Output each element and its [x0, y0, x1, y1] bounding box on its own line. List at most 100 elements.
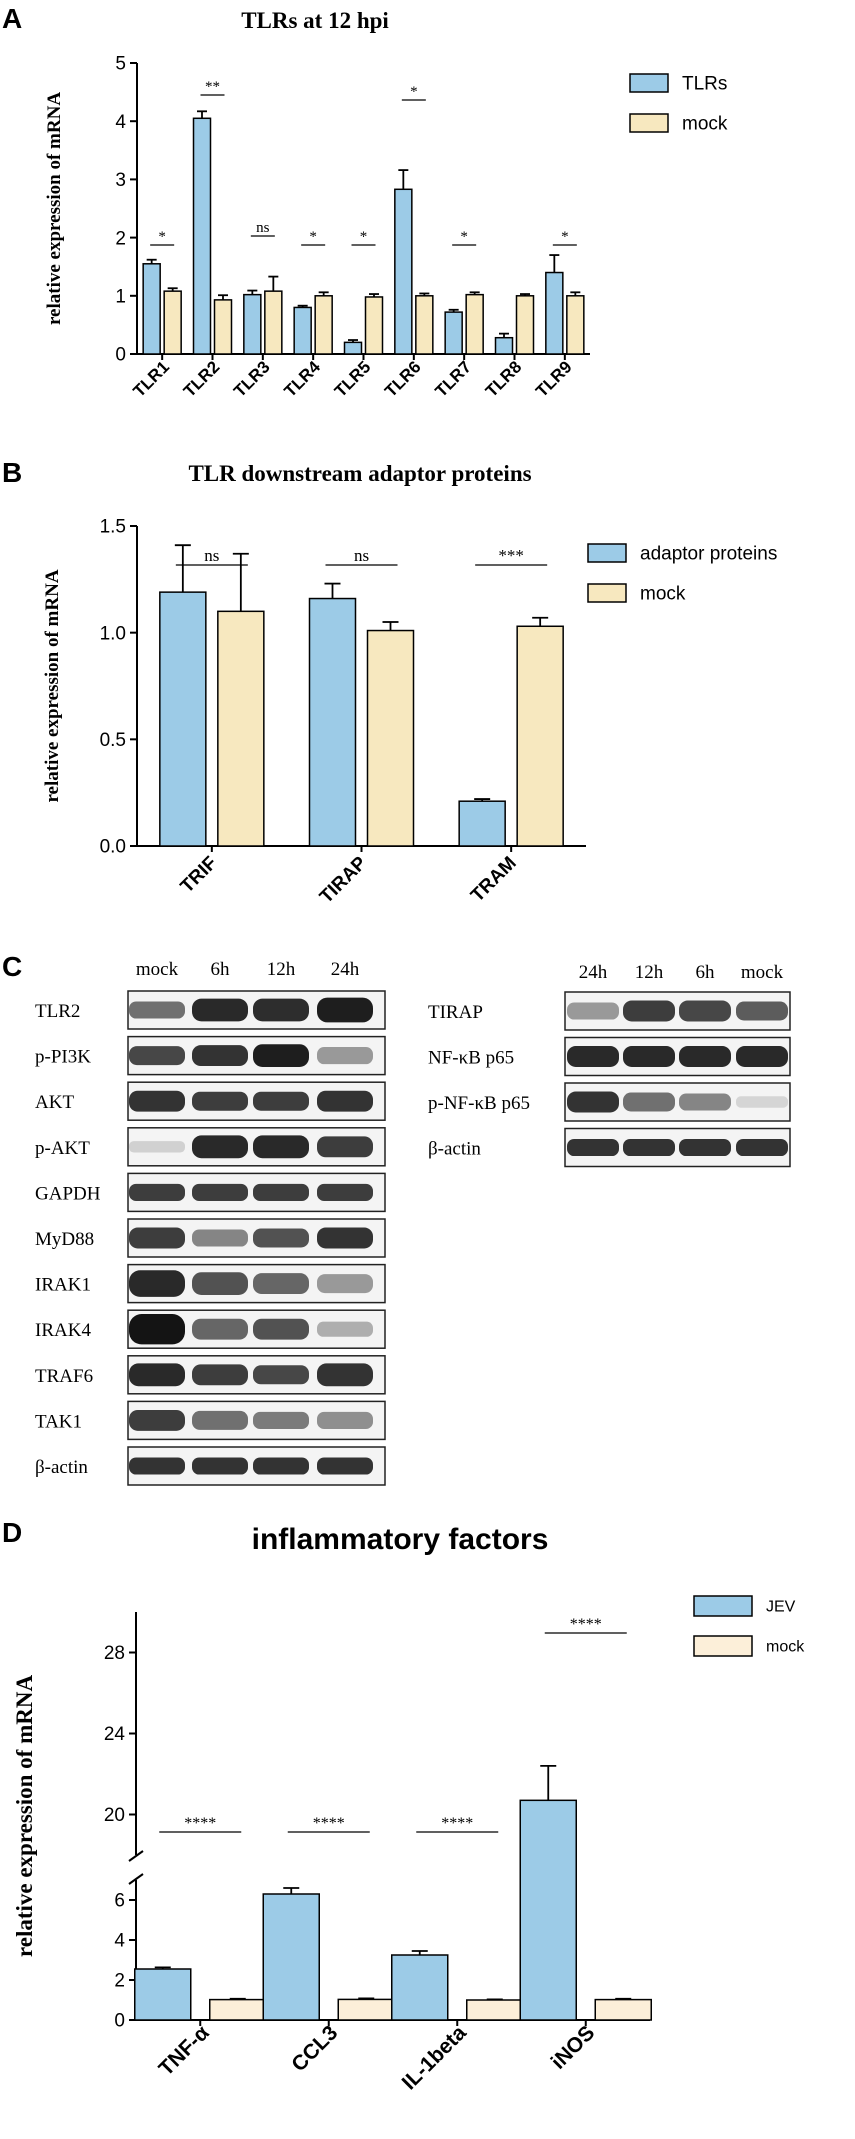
- blot-band: [623, 1046, 675, 1067]
- blot-band: [623, 1000, 675, 1022]
- significance-label: ***: [498, 546, 524, 565]
- y-axis-label: relative expression of mRNA: [42, 569, 63, 802]
- bar-treated: [519, 1799, 577, 2021]
- y-axis-label: relative expression of mRNA: [12, 1675, 37, 1958]
- lane-label: 6h: [211, 959, 231, 980]
- y-tick-label: 4: [115, 112, 126, 133]
- blot-band: [317, 1090, 373, 1112]
- blot-band: [129, 1141, 185, 1153]
- blot-row-label: β-actin: [35, 1457, 88, 1478]
- blot-band: [317, 1363, 373, 1387]
- blot-band: [317, 1411, 373, 1429]
- bar-mock: [314, 295, 333, 355]
- x-tick-label: TLR5: [331, 357, 374, 400]
- bar-mock: [364, 296, 384, 355]
- x-tick-label: TLR3: [230, 357, 273, 400]
- bar-mock: [366, 629, 415, 847]
- lane-label: 24h: [331, 959, 360, 980]
- significance-label: *: [360, 229, 368, 245]
- blot-band: [317, 1457, 373, 1475]
- significance-label: *: [410, 84, 418, 100]
- bar-treated: [308, 597, 357, 847]
- blot-row-label: NF-κB p65: [428, 1048, 514, 1069]
- bar-mock: [163, 290, 182, 355]
- chart-b-adaptors: TLR downstream adaptor proteins relative …: [42, 461, 777, 908]
- blot-band: [567, 1046, 619, 1067]
- lane-label: 6h: [696, 962, 716, 983]
- y-tick-label: 0.0: [100, 837, 126, 858]
- blot-band: [567, 1002, 619, 1020]
- x-tick-label: TLR8: [482, 357, 525, 400]
- legend-label: mock: [640, 584, 686, 605]
- blot-band: [129, 1046, 185, 1066]
- blot-band: [253, 1318, 309, 1340]
- blot-band: [736, 1096, 788, 1108]
- bar-treated: [545, 271, 564, 355]
- x-tick-label: TLR1: [130, 357, 173, 400]
- x-tick-label: TIRAP: [316, 852, 371, 907]
- blot-band: [192, 1183, 248, 1201]
- blot-band: [129, 1090, 185, 1112]
- legend-swatch: [587, 583, 627, 603]
- blot-band: [317, 1321, 373, 1337]
- blot-row-label: p-PI3K: [35, 1047, 91, 1068]
- bar-treated: [458, 800, 506, 847]
- legend-swatch: [629, 73, 669, 93]
- bar-treated: [262, 1893, 320, 2021]
- blot-band: [679, 1138, 731, 1157]
- blot-band: [192, 1229, 248, 1247]
- blot-row-label: IRAK1: [35, 1275, 91, 1296]
- significance-label: *: [460, 229, 468, 245]
- blot-band: [129, 1363, 185, 1387]
- panel-label-c: C: [2, 951, 22, 982]
- y-tick-label: 6: [114, 1891, 125, 1912]
- bar-treated: [192, 117, 212, 355]
- blot-band: [679, 1093, 731, 1111]
- blot-band: [192, 1135, 248, 1159]
- lane-label: mock: [741, 962, 784, 983]
- y-tick-label: 3: [115, 170, 126, 191]
- blot-row-label: IRAK4: [35, 1320, 91, 1341]
- x-tick-label: TNF-α: [155, 2021, 214, 2080]
- y-tick-label: 0: [114, 2011, 125, 2032]
- y-tick-label: 4: [114, 1931, 125, 1952]
- bar-mock: [213, 299, 233, 355]
- blot-band: [192, 998, 248, 1022]
- blot-band: [129, 1001, 185, 1019]
- y-tick-label: 1.0: [100, 623, 126, 644]
- x-tick-label: TLR9: [532, 357, 575, 400]
- blot-band: [623, 1138, 675, 1157]
- blot-band: [192, 1318, 248, 1340]
- bar-treated: [142, 263, 161, 355]
- bar-mock: [516, 625, 564, 847]
- x-tick-label: iNOS: [547, 2021, 600, 2074]
- chart-a-tlrs: TLRs at 12 hpi relative expression of mRN…: [44, 8, 728, 401]
- blot-band: [253, 1273, 309, 1295]
- blot-band: [192, 1091, 248, 1111]
- significance-label: ****: [441, 1815, 473, 1832]
- blot-row-label: MyD88: [35, 1229, 94, 1250]
- blot-band: [129, 1227, 185, 1249]
- bar-treated: [293, 306, 312, 355]
- blot-band: [679, 1000, 731, 1022]
- blot-band: [192, 1457, 248, 1475]
- blot-band: [192, 1045, 248, 1067]
- blot-band: [129, 1314, 185, 1345]
- panel-label-b: B: [2, 457, 22, 488]
- blot-row-label: GAPDH: [35, 1183, 101, 1204]
- blot-row-label: AKT: [35, 1092, 74, 1113]
- bar-treated: [343, 341, 363, 355]
- blot-row-label: TLR2: [35, 1001, 80, 1022]
- y-tick-label: 2: [114, 1971, 125, 1992]
- legend-label: mock: [766, 1639, 805, 1656]
- y-tick-label: 28: [104, 1643, 125, 1664]
- significance-label: *: [158, 229, 166, 245]
- bar-mock: [337, 1998, 395, 2021]
- axis-break-mark: [128, 1850, 144, 1862]
- x-tick-label: TLR2: [180, 357, 223, 400]
- bar-treated: [494, 336, 514, 355]
- blot-band: [736, 1138, 788, 1157]
- bar-treated: [394, 188, 413, 355]
- x-tick-label: CCL3: [287, 2021, 342, 2076]
- legend-label: JEV: [766, 1599, 796, 1616]
